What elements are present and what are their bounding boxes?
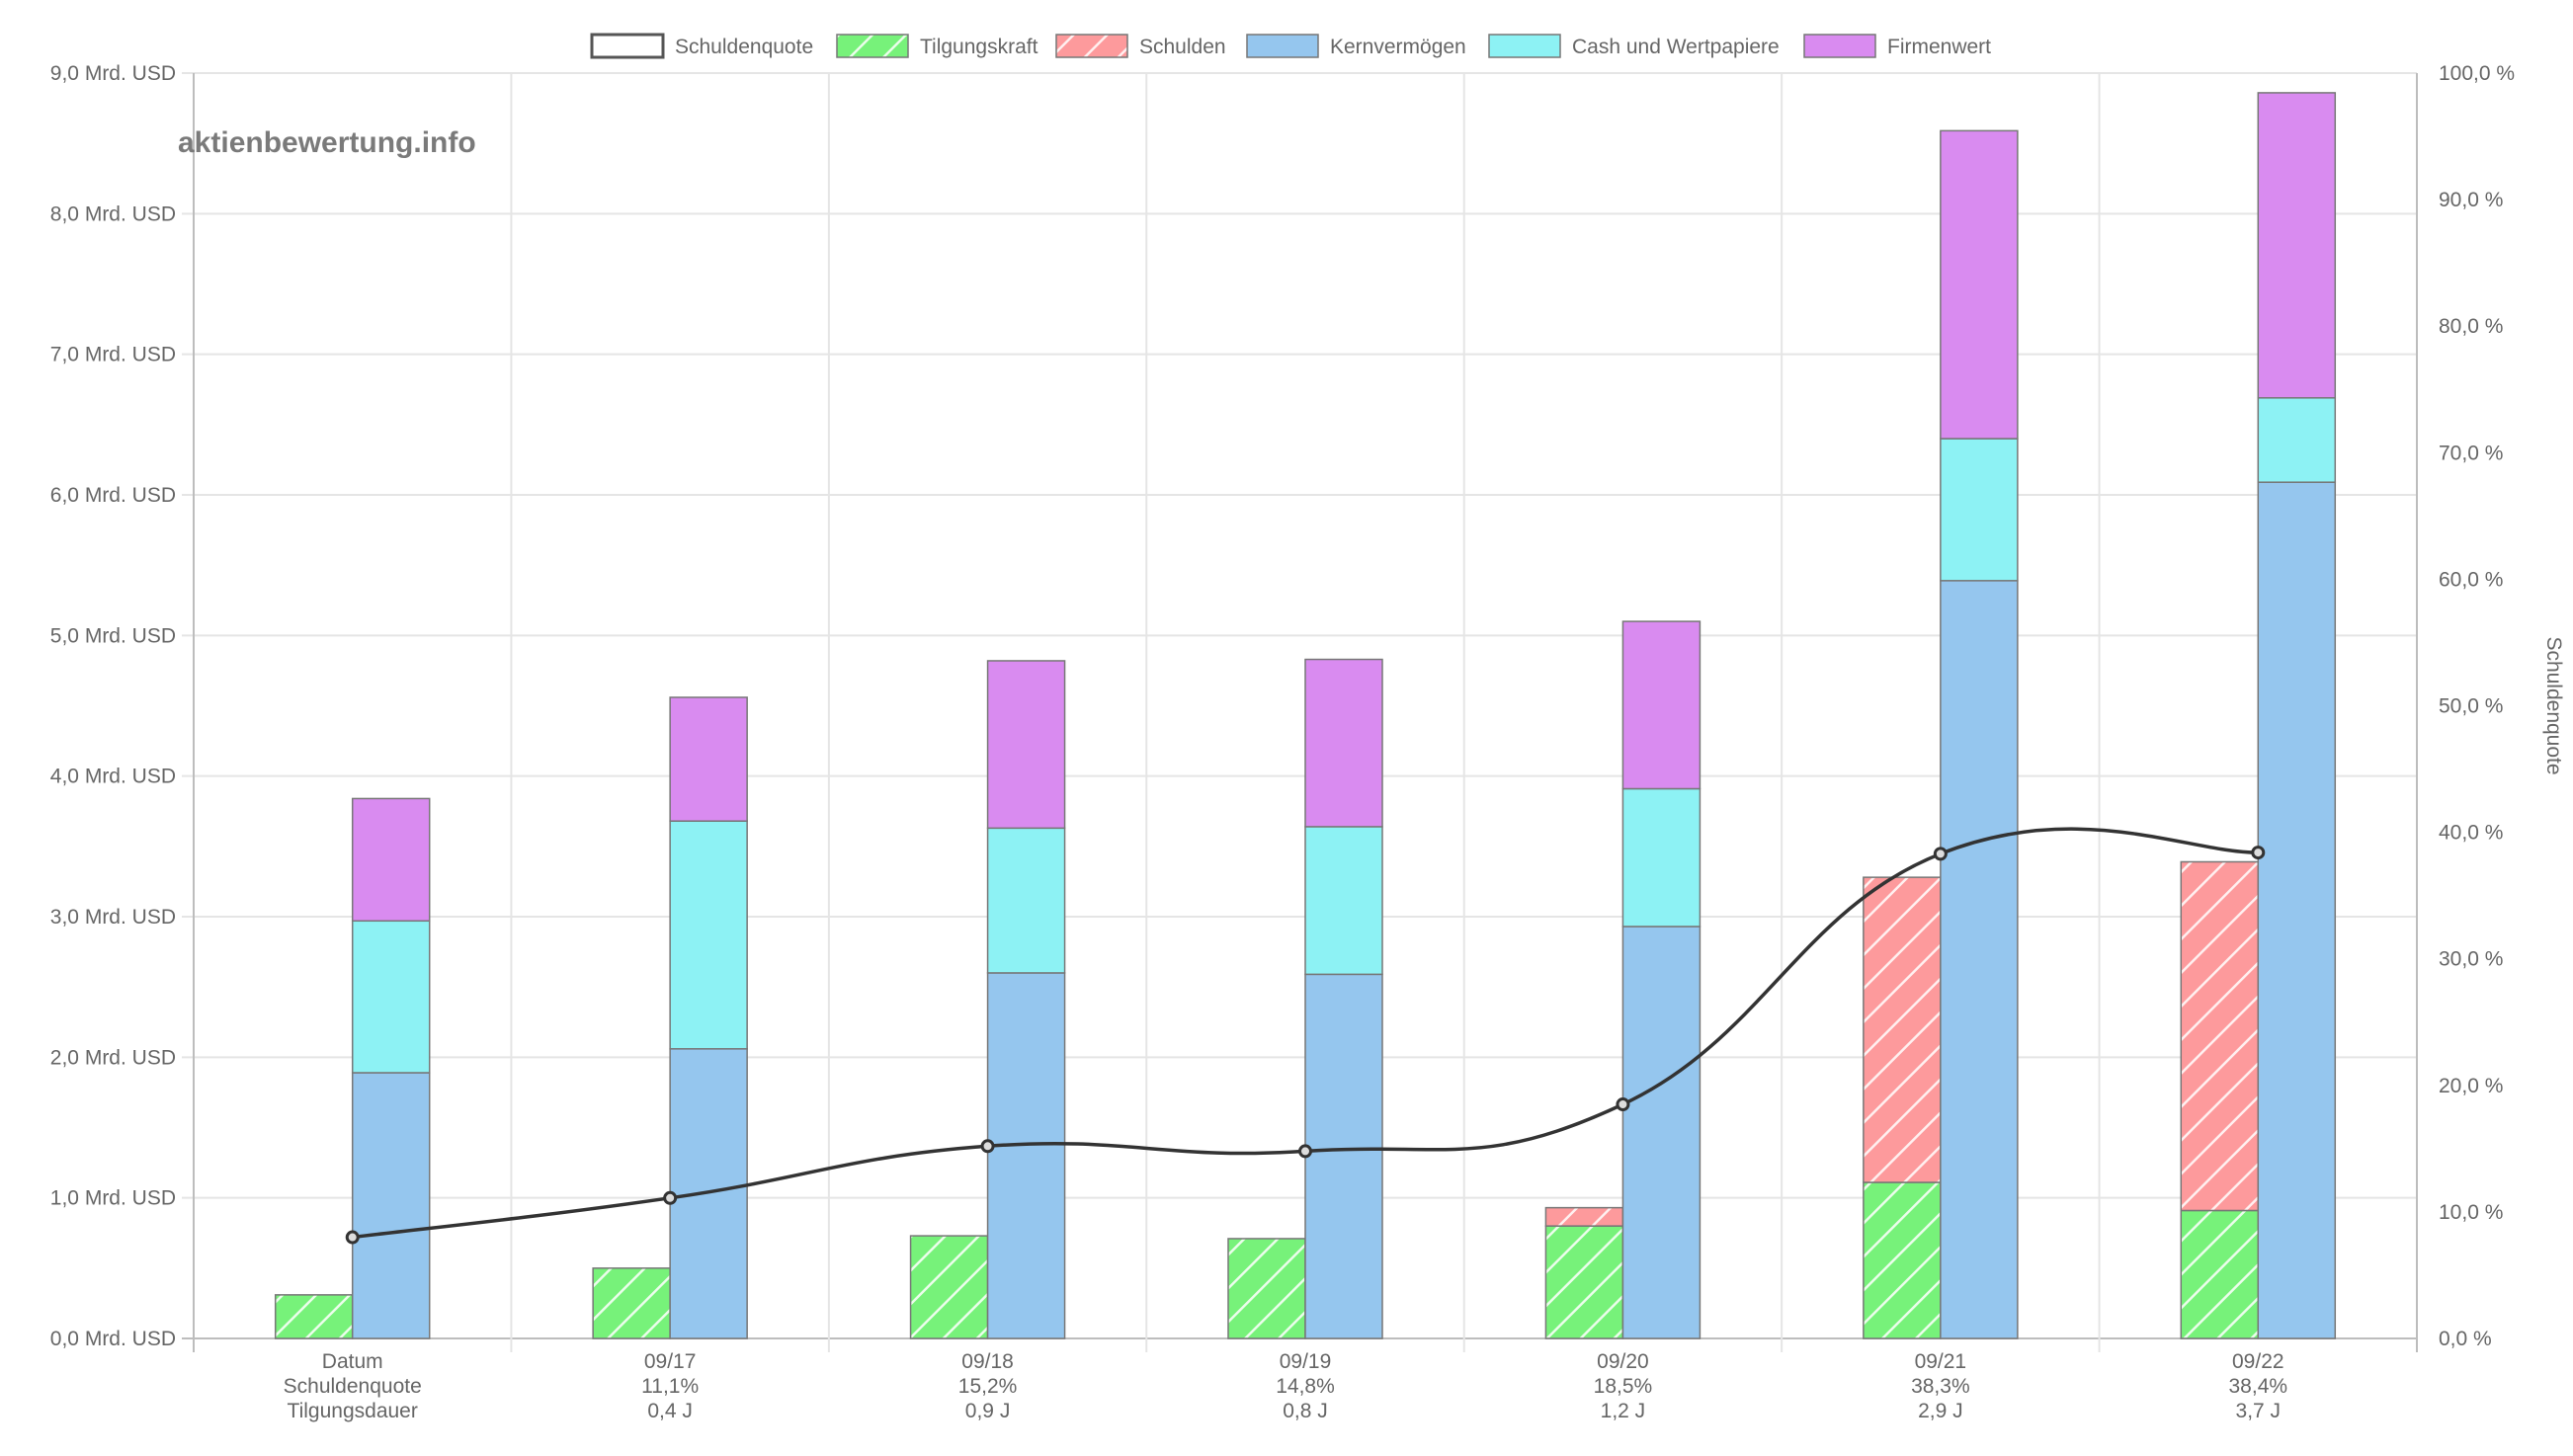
x-category-label: 2,9 J xyxy=(1918,1400,1963,1422)
bar-firmenwert-4 xyxy=(1621,620,1702,790)
y-right-tick-label: 70,0 % xyxy=(2439,442,2503,464)
bar-schulden-4 xyxy=(1544,1206,1624,1227)
y-left-tick-label: 4,0 Mrd. USD xyxy=(50,766,176,788)
schuldenquote-point-6 xyxy=(2251,846,2266,860)
y-right-tick-label: 10,0 % xyxy=(2439,1201,2503,1224)
y-left-tick-label: 0,0 Mrd. USD xyxy=(50,1328,176,1350)
x-category-label: 3,7 J xyxy=(2236,1400,2282,1422)
bar-firmenwert-5 xyxy=(1940,129,2019,440)
bar-cash-und-wertpapiere-3 xyxy=(1304,826,1383,976)
y-left-tick-label: 9,0 Mrd. USD xyxy=(50,62,176,85)
schuldenquote-point-1 xyxy=(663,1190,678,1205)
grid xyxy=(182,72,2418,1352)
bar-kernvermögen-5 xyxy=(1940,580,2019,1339)
legend-label: Kernvermögen xyxy=(1330,36,1466,58)
watermark-text: aktienbewertung.info xyxy=(178,126,476,159)
x-category-label: Schuldenquote xyxy=(284,1375,422,1398)
x-category-label: 09/22 xyxy=(2232,1350,2284,1373)
bar-kernvermögen-4 xyxy=(1621,926,1702,1339)
legend-swatch xyxy=(836,34,909,58)
legend-label: Firmenwert xyxy=(1887,36,1991,58)
bar-cash-und-wertpapiere-1 xyxy=(669,820,748,1050)
y-right-tick-label: 50,0 % xyxy=(2439,695,2503,718)
bar-cash-und-wertpapiere-2 xyxy=(986,827,1066,974)
y-right-axis-title: Schuldenquote xyxy=(2542,636,2565,774)
bar-firmenwert-2 xyxy=(986,660,1066,830)
bar-kernvermögen-6 xyxy=(2257,481,2337,1339)
y-right-tick-label: 30,0 % xyxy=(2439,948,2503,971)
bar-firmenwert-6 xyxy=(2257,92,2337,399)
y-left-tick-label: 3,0 Mrd. USD xyxy=(50,906,176,929)
y-right-tick-label: 0,0 % xyxy=(2439,1328,2492,1350)
x-category-label: 1,2 J xyxy=(1601,1400,1646,1422)
bar-tilgungskraft-5 xyxy=(1863,1181,1942,1339)
bar-tilgungskraft-3 xyxy=(1227,1238,1306,1339)
y-left-tick-label: 7,0 Mrd. USD xyxy=(50,344,176,366)
legend-swatch xyxy=(1055,34,1128,58)
legend-label: Tilgungskraft xyxy=(920,36,1038,58)
y-left-tick-label: 5,0 Mrd. USD xyxy=(50,624,176,647)
x-category-label: Tilgungsdauer xyxy=(288,1400,418,1422)
y-right-tick-label: 80,0 % xyxy=(2439,315,2503,338)
y-left-tick-label: 2,0 Mrd. USD xyxy=(50,1046,176,1069)
x-category-label: Datum xyxy=(322,1350,383,1373)
legend-label: Schuldenquote xyxy=(675,36,813,58)
y-right-tick-label: 60,0 % xyxy=(2439,568,2503,591)
legend-swatch xyxy=(590,33,665,59)
x-category-label: 09/20 xyxy=(1597,1350,1649,1373)
x-category-label: 15,2% xyxy=(958,1375,1018,1398)
bar-cash-und-wertpapiere-4 xyxy=(1621,787,1702,928)
bars xyxy=(274,92,2337,1339)
y-left-tick-label: 1,0 Mrd. USD xyxy=(50,1187,176,1210)
x-category-label: 18,5% xyxy=(1594,1375,1653,1398)
bar-schulden-6 xyxy=(2180,860,2260,1212)
y-right-tick-label: 90,0 % xyxy=(2439,189,2503,211)
bar-cash-und-wertpapiere-0 xyxy=(351,920,431,1074)
bar-firmenwert-0 xyxy=(351,797,431,923)
legend-swatch xyxy=(1246,34,1319,58)
x-category-label: 09/21 xyxy=(1915,1350,1967,1373)
bar-cash-und-wertpapiere-5 xyxy=(1940,438,2019,582)
legend-swatch xyxy=(1803,34,1876,58)
schuldenquote-line xyxy=(345,827,2266,1245)
schuldenquote-point-2 xyxy=(980,1139,995,1154)
bar-schulden-5 xyxy=(1863,876,1942,1183)
schuldenquote-point-4 xyxy=(1616,1097,1630,1112)
y-left-tick-label: 8,0 Mrd. USD xyxy=(50,202,176,225)
bar-kernvermögen-3 xyxy=(1304,973,1383,1339)
bar-tilgungskraft-4 xyxy=(1544,1225,1624,1339)
y-left-tick-label: 6,0 Mrd. USD xyxy=(50,484,176,507)
schuldenquote-point-5 xyxy=(1933,847,1948,861)
x-category-label: 0,8 J xyxy=(1283,1400,1328,1422)
bar-kernvermögen-0 xyxy=(351,1072,431,1339)
x-category-label: 38,3% xyxy=(1911,1375,1970,1398)
bar-kernvermögen-2 xyxy=(986,972,1066,1339)
x-category-label: 09/18 xyxy=(961,1350,1014,1373)
schuldenquote-point-0 xyxy=(345,1230,360,1245)
legend-swatch xyxy=(1488,34,1561,58)
y-right-tick-label: 40,0 % xyxy=(2439,822,2503,845)
bar-tilgungskraft-0 xyxy=(274,1294,354,1339)
y-right-tick-label: 100,0 % xyxy=(2439,62,2515,85)
bar-cash-und-wertpapiere-6 xyxy=(2257,397,2337,483)
y-right-tick-label: 20,0 % xyxy=(2439,1075,2503,1097)
x-category-label: 11,1% xyxy=(641,1375,699,1398)
bar-tilgungskraft-2 xyxy=(909,1235,989,1339)
bar-tilgungskraft-1 xyxy=(592,1267,671,1339)
x-category-label: 09/19 xyxy=(1280,1350,1332,1373)
x-category-label: 14,8% xyxy=(1276,1375,1335,1398)
x-category-label: 0,9 J xyxy=(965,1400,1011,1422)
bar-tilgungskraft-6 xyxy=(2180,1209,2260,1339)
schuldenquote-point-3 xyxy=(1298,1144,1312,1159)
axes: 0,0 Mrd. USD 1,0 Mrd. USD 2,0 Mrd. USD 3,0 … xyxy=(50,62,2565,1422)
x-category-label: 09/17 xyxy=(644,1350,697,1373)
legend-label: Schulden xyxy=(1139,36,1226,58)
bar-firmenwert-1 xyxy=(669,696,748,822)
x-category-label: 38,4% xyxy=(2229,1375,2288,1398)
legend-label: Cash und Wertpapiere xyxy=(1572,36,1780,58)
legend: Schuldenquote Tilgungskraft Schulden Kernve… xyxy=(590,33,1991,59)
bar-firmenwert-3 xyxy=(1304,658,1383,828)
x-category-label: 0,4 J xyxy=(647,1400,693,1422)
